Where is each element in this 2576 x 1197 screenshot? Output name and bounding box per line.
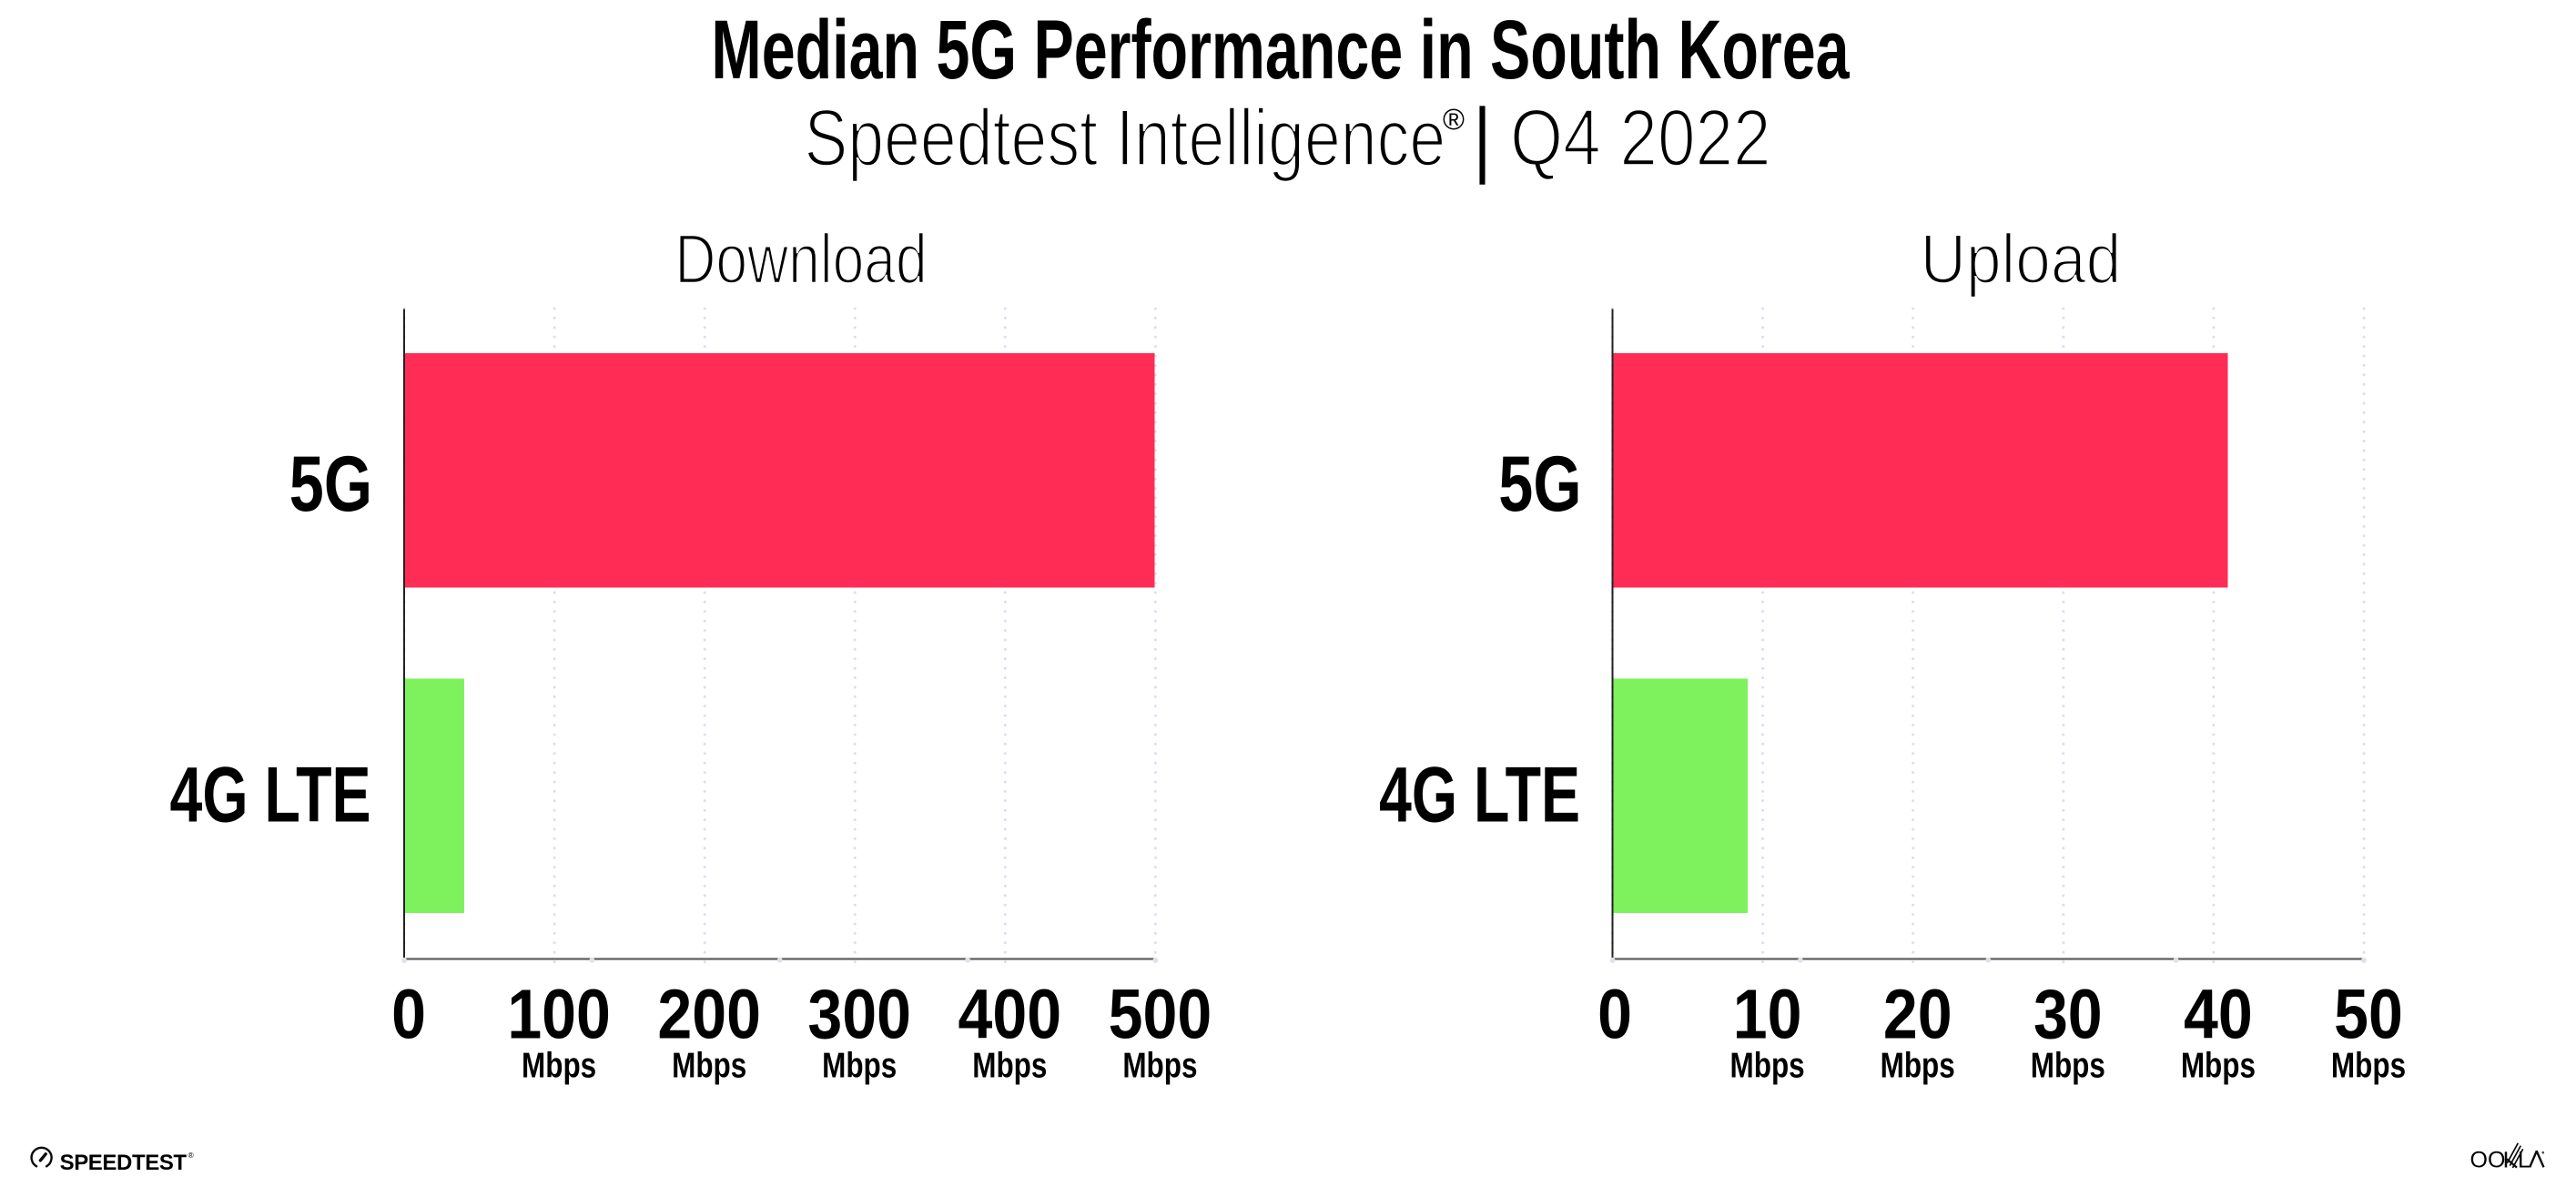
svg-text:5G: 5G: [1498, 441, 1581, 528]
svg-text:®: ®: [188, 1151, 195, 1160]
svg-text:400: 400: [958, 976, 1062, 1054]
svg-text:Mbps: Mbps: [822, 1045, 897, 1085]
svg-text:Mbps: Mbps: [2031, 1045, 2105, 1085]
svg-text:40: 40: [2184, 976, 2253, 1054]
svg-text:®: ®: [1443, 103, 1465, 136]
svg-text:Mbps: Mbps: [1730, 1045, 1805, 1085]
svg-text:Mbps: Mbps: [972, 1045, 1047, 1085]
svg-text:Speedtest Intelligence: Speedtest Intelligence: [805, 93, 1446, 183]
svg-text:50: 50: [2334, 976, 2403, 1054]
svg-text:SPEEDTEST: SPEEDTEST: [60, 1151, 188, 1175]
svg-text:Upload: Upload: [1921, 220, 2122, 299]
svg-text:Download: Download: [674, 220, 927, 299]
svg-text:100: 100: [507, 976, 611, 1054]
svg-text:Mbps: Mbps: [672, 1045, 746, 1085]
svg-text:4G LTE: 4G LTE: [1379, 752, 1580, 839]
svg-text:Mbps: Mbps: [522, 1045, 596, 1085]
svg-text:0: 0: [391, 976, 426, 1054]
svg-text:Q4 2022: Q4 2022: [1510, 94, 1771, 183]
svg-text:300: 300: [807, 976, 911, 1054]
svg-text:Mbps: Mbps: [1122, 1045, 1197, 1085]
svg-text:10: 10: [1733, 976, 1802, 1054]
svg-text:Mbps: Mbps: [1881, 1045, 1955, 1085]
svg-text:Mbps: Mbps: [2331, 1045, 2406, 1085]
svg-text:0: 0: [1597, 976, 1632, 1054]
svg-text:Median 5G Performance in South: Median 5G Performance in South Korea: [711, 2, 1850, 96]
svg-text:4G LTE: 4G LTE: [170, 752, 371, 839]
svg-text:OO: OO: [2470, 1148, 2506, 1173]
svg-text:L: L: [2518, 1148, 2530, 1173]
svg-text:20: 20: [1883, 976, 1952, 1054]
svg-text:Mbps: Mbps: [2181, 1045, 2256, 1085]
svg-text:200: 200: [657, 976, 761, 1054]
svg-text:500: 500: [1109, 976, 1212, 1054]
svg-text:5G: 5G: [289, 441, 372, 528]
svg-text:30: 30: [2033, 976, 2103, 1054]
